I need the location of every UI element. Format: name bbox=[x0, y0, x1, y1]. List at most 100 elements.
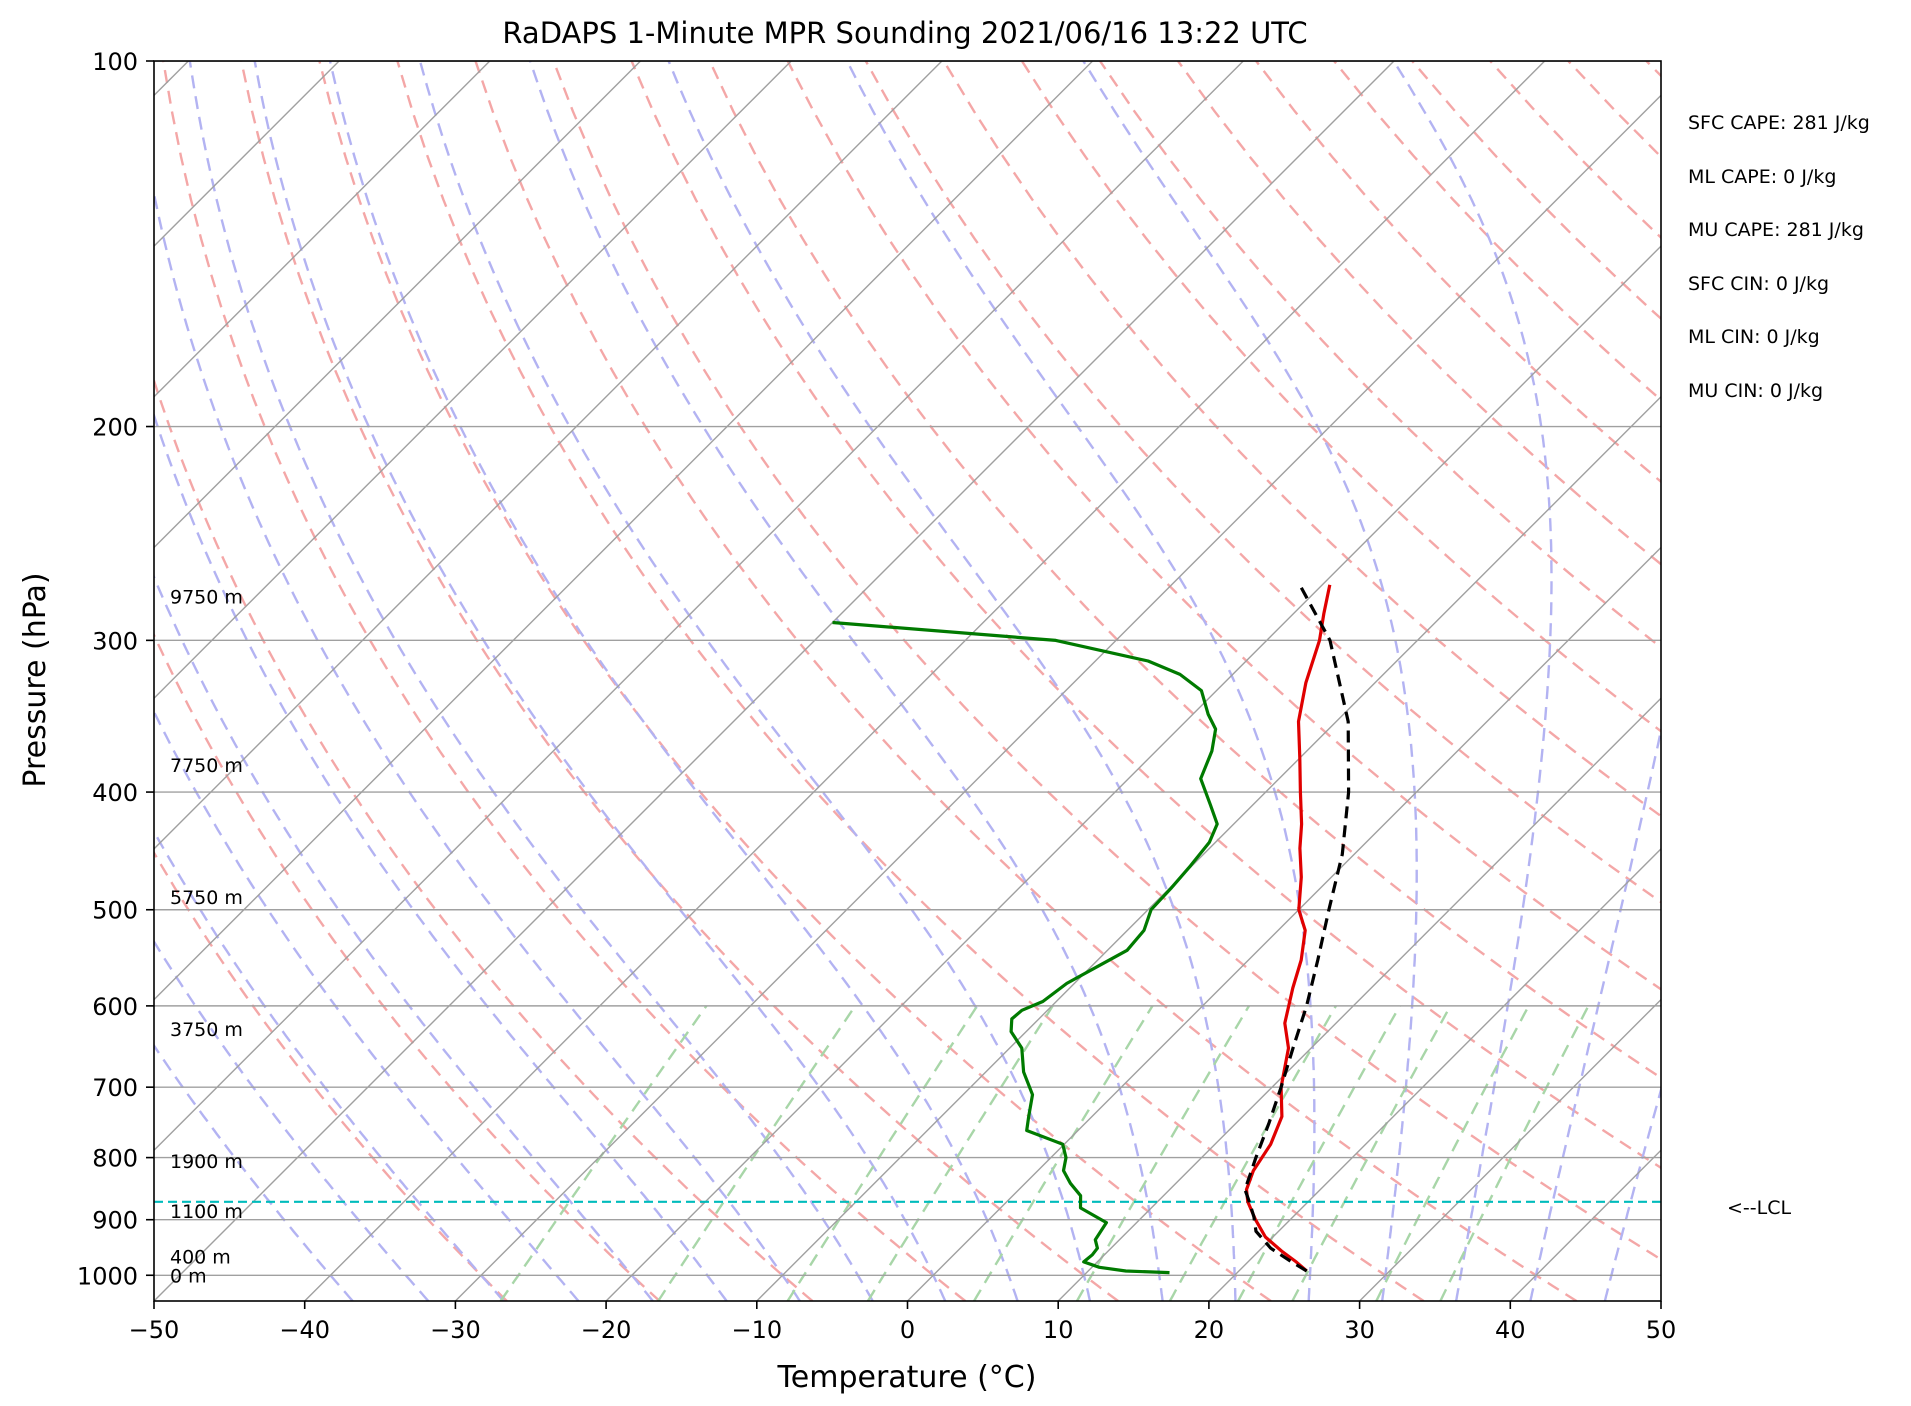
x-axis-ticks: −50 −40 −30 −20 −10 0 10 20 30 40 50 bbox=[129, 1301, 1677, 1344]
dry-adiabat bbox=[1333, 61, 1661, 402]
mixing-ratio-line bbox=[973, 1005, 1154, 1301]
x-tick-label: 0 bbox=[900, 1316, 915, 1344]
index-ml-cin: ML CIN: 0 J/kg bbox=[1688, 326, 1820, 348]
x-tick-label: 20 bbox=[1194, 1316, 1225, 1344]
x-axis-label: Temperature (°C) bbox=[777, 1360, 1037, 1395]
isotherm bbox=[304, 61, 1546, 1301]
isotherm bbox=[1208, 847, 1661, 1301]
index-sfc-cape: SFC CAPE: 281 J/kg bbox=[1688, 112, 1870, 134]
y-tick-label: 600 bbox=[92, 993, 138, 1021]
moist-adiabat bbox=[1082, 61, 1418, 1301]
dry-adiabat bbox=[786, 61, 1661, 991]
dry-adiabat bbox=[864, 61, 1661, 904]
profiles bbox=[832, 584, 1351, 1275]
dry-adiabat bbox=[154, 632, 661, 1301]
moist-adiabat bbox=[328, 61, 1019, 1301]
height-label: 1100 m bbox=[170, 1201, 243, 1223]
isotherm bbox=[154, 61, 792, 700]
isotherm bbox=[1509, 1149, 1661, 1301]
isotherm bbox=[454, 94, 1661, 1301]
background-lines bbox=[154, 61, 1911, 1301]
y-axis-label: Pressure (hPa) bbox=[18, 572, 53, 787]
moist-adiabat bbox=[528, 61, 1164, 1301]
moist-adiabat bbox=[1392, 61, 1553, 1301]
moist-adiabats bbox=[154, 61, 1911, 1301]
mixing-ratio-line bbox=[1168, 1005, 1337, 1301]
x-tick-label: 40 bbox=[1495, 1316, 1526, 1344]
dry-adiabat bbox=[318, 61, 1272, 1301]
index-mu-cin: MU CIN: 0 J/kg bbox=[1688, 380, 1823, 402]
isotherm bbox=[154, 61, 491, 398]
moist-adiabat bbox=[1680, 61, 1911, 1301]
isotherm bbox=[154, 61, 1094, 1001]
dry-adiabats bbox=[154, 61, 1661, 1301]
mixing-ratio-line bbox=[657, 1005, 857, 1301]
mixing-ratio-line bbox=[499, 1005, 708, 1301]
moist-adiabat bbox=[154, 1043, 354, 1301]
y-tick-label: 500 bbox=[92, 897, 138, 925]
moist-adiabat bbox=[846, 61, 1316, 1301]
height-label: 1900 m bbox=[170, 1151, 243, 1173]
isotherm bbox=[1660, 1300, 1661, 1301]
height-label: 0 m bbox=[170, 1265, 207, 1287]
dry-adiabat bbox=[474, 61, 1578, 1301]
x-tick-label: −50 bbox=[129, 1316, 180, 1344]
isotherm bbox=[154, 61, 943, 850]
dry-adiabat bbox=[1020, 61, 1661, 733]
dry-adiabat bbox=[552, 61, 1661, 1261]
y-tick-label: 800 bbox=[92, 1145, 138, 1173]
height-label: 9750 m bbox=[170, 586, 243, 608]
isotherm bbox=[1812, 61, 1911, 1301]
x-tick-label: −20 bbox=[581, 1316, 632, 1344]
mixing-ratio-line bbox=[866, 1005, 1054, 1301]
moist-adiabat bbox=[154, 829, 505, 1301]
moist-adiabat bbox=[418, 61, 1092, 1301]
dry-adiabat bbox=[162, 61, 967, 1301]
index-ml-cape: ML CAPE: 0 J/kg bbox=[1688, 166, 1836, 188]
x-tick-label: −30 bbox=[430, 1316, 481, 1344]
moist-adiabat bbox=[154, 411, 728, 1301]
height-label: 7750 m bbox=[170, 755, 243, 777]
chart-title: RaDAPS 1-Minute MPR Sounding 2021/06/16 … bbox=[502, 16, 1307, 50]
x-tick-label: 10 bbox=[1043, 1316, 1074, 1344]
x-tick-label: 30 bbox=[1344, 1316, 1375, 1344]
parcel-line bbox=[1243, 584, 1351, 1273]
dewpoint-line bbox=[832, 620, 1219, 1275]
dry-adiabat bbox=[1567, 61, 1661, 159]
dry-adiabat bbox=[1489, 61, 1661, 240]
temperature-line bbox=[1244, 584, 1332, 1273]
y-tick-label: 900 bbox=[92, 1207, 138, 1235]
dry-adiabat bbox=[630, 61, 1661, 1170]
index-sfc-cin: SFC CIN: 0 J/kg bbox=[1688, 273, 1829, 295]
mixing-ratio-line bbox=[1291, 1005, 1452, 1301]
mixing-ratio-line bbox=[1439, 1005, 1590, 1301]
moist-adiabat bbox=[253, 61, 947, 1301]
moist-adiabat bbox=[188, 61, 874, 1301]
moist-adiabat bbox=[1603, 1085, 1661, 1301]
y-tick-label: 300 bbox=[92, 627, 138, 655]
isotherm bbox=[605, 245, 1661, 1301]
dry-adiabat bbox=[1177, 61, 1661, 566]
lcl-label: <--LCL bbox=[1727, 1197, 1791, 1219]
isotherm bbox=[907, 546, 1661, 1301]
isotherm bbox=[756, 395, 1661, 1301]
dry-adiabat bbox=[1099, 61, 1661, 649]
stability-indices: SFC CAPE: 281 J/kg ML CAPE: 0 J/kg MU CA… bbox=[1688, 112, 1870, 402]
mixing-ratio-line bbox=[1237, 1005, 1401, 1301]
moist-adiabat bbox=[154, 187, 801, 1301]
isotherm bbox=[1057, 697, 1661, 1301]
y-axis-ticks: 1000 900 800 700 600 500 400 300 200 100 bbox=[77, 48, 154, 1290]
dry-adiabat bbox=[154, 376, 814, 1301]
height-label: 5750 m bbox=[170, 887, 243, 909]
mixing-ratio-line bbox=[1075, 1005, 1251, 1301]
moist-adiabat bbox=[667, 61, 1237, 1301]
isotherms bbox=[154, 61, 1911, 1301]
index-mu-cape: MU CAPE: 281 J/kg bbox=[1688, 219, 1864, 241]
y-tick-label: 700 bbox=[92, 1074, 138, 1102]
height-label: 400 m bbox=[170, 1247, 231, 1269]
dry-adiabat bbox=[942, 61, 1661, 818]
isobars bbox=[154, 61, 1661, 1276]
x-tick-label: 50 bbox=[1646, 1316, 1677, 1344]
isotherm bbox=[1359, 998, 1661, 1301]
